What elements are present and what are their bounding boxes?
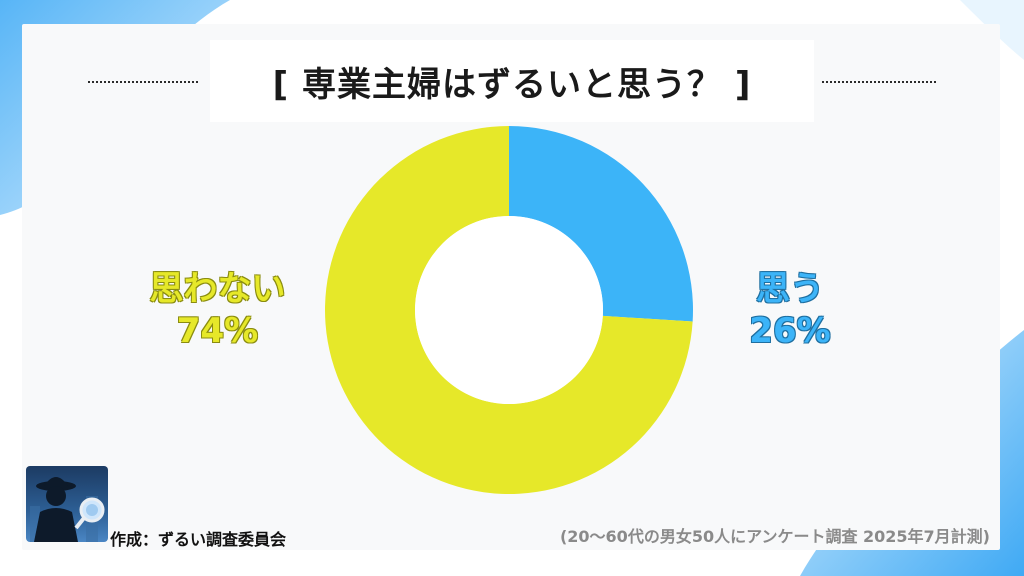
title-box: [ 専業主婦はずるいと思う？ ] — [210, 40, 814, 122]
slice-label-no-value: 74% — [176, 311, 259, 351]
slice-label-yes-value: 26% — [749, 311, 831, 351]
donut-slice-no — [324, 126, 693, 494]
survey-note: (20〜60代の男女50人にアンケート調査 2025年7月計測) — [559, 527, 990, 546]
slice-label-yes-name: 思う — [756, 269, 824, 309]
chart-title: [ 専業主婦はずるいと思う？ ] — [272, 64, 752, 105]
donut-hole — [415, 216, 603, 404]
title-divider-right — [822, 81, 936, 83]
slice-label-no: 思わない 74% — [130, 268, 305, 352]
detective-magnifier-icon — [26, 466, 108, 542]
donut-slice-yes — [509, 126, 693, 322]
slice-label-no-name: 思わない — [149, 269, 286, 309]
credit-text: 作成：ずるい調査委員会 — [110, 530, 287, 549]
slice-label-yes: 思う 26% — [730, 268, 850, 352]
title-divider-left — [88, 81, 198, 83]
